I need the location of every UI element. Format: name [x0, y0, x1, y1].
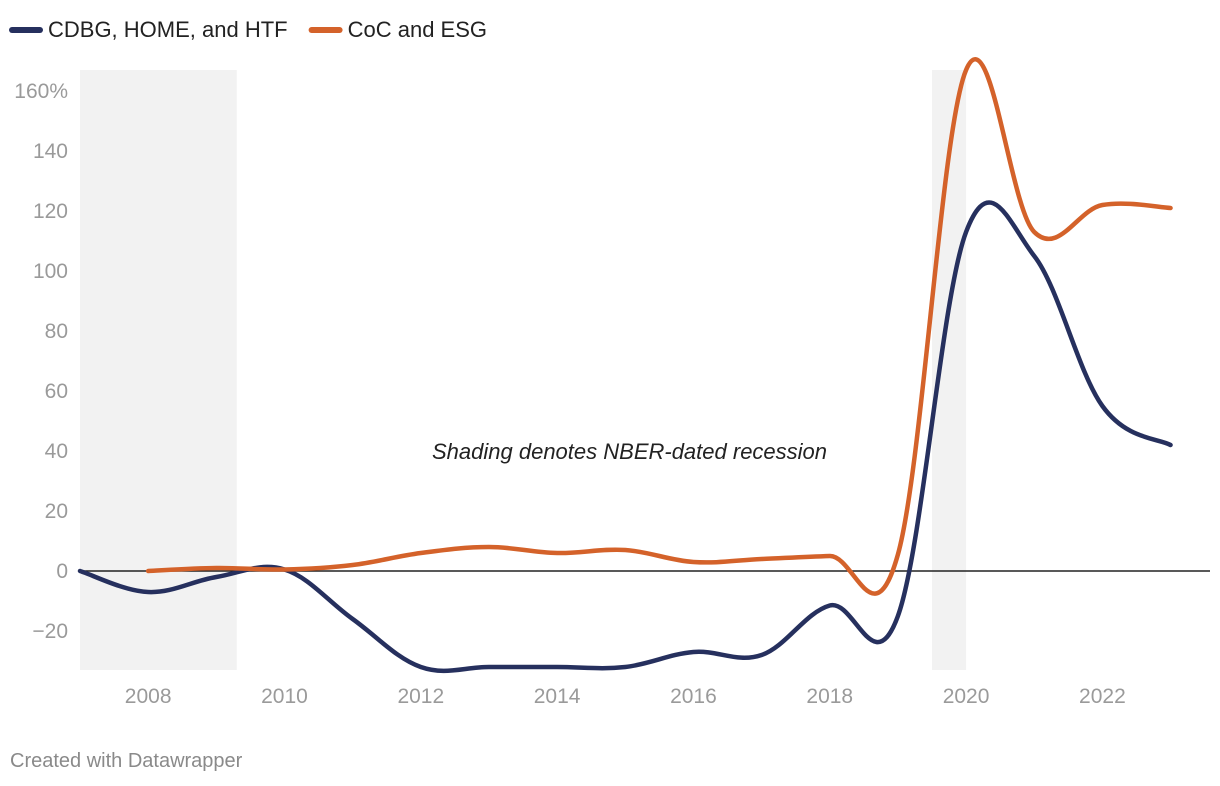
series-line-0	[77, 200, 1173, 674]
datawrapper-credit: Created with Datawrapper	[10, 750, 243, 772]
x-axis-ticks: 2008 2010 2012 2014 2016 2018 2020 2022	[125, 685, 1126, 708]
y-tick-label: 40	[45, 440, 68, 463]
x-tick-label: 2014	[534, 685, 581, 708]
series-line-1	[145, 57, 1173, 596]
series-lines	[77, 57, 1173, 674]
recession-annotation: Shading denotes NBER-dated recession	[432, 439, 827, 464]
x-tick-label: 2012	[397, 685, 444, 708]
y-tick-label: 60	[45, 380, 68, 403]
x-tick-label: 2018	[806, 685, 853, 708]
legend-label-1: CoC and ESG	[348, 17, 487, 42]
legend: CDBG, HOME, and HTF CoC and ESG	[9, 17, 487, 42]
y-tick-label: 0	[56, 560, 68, 583]
y-tick-label: 120	[33, 200, 68, 223]
y-tick-label: 20	[45, 500, 68, 523]
recession-shading-layer	[80, 70, 967, 670]
legend-label-0: CDBG, HOME, and HTF	[48, 17, 288, 42]
y-tick-label: 80	[45, 320, 68, 343]
y-tick-label: 160%	[14, 80, 68, 103]
x-tick-label: 2020	[943, 685, 990, 708]
y-tick-label: −20	[32, 620, 68, 643]
y-axis-ticks: −20 0 20 40 60 80 100 120 140 160%	[14, 80, 68, 643]
x-tick-label: 2010	[261, 685, 308, 708]
x-tick-label: 2008	[125, 685, 172, 708]
y-tick-label: 140	[33, 140, 68, 163]
x-tick-label: 2022	[1079, 685, 1126, 708]
y-tick-label: 100	[33, 260, 68, 283]
x-tick-label: 2016	[670, 685, 717, 708]
